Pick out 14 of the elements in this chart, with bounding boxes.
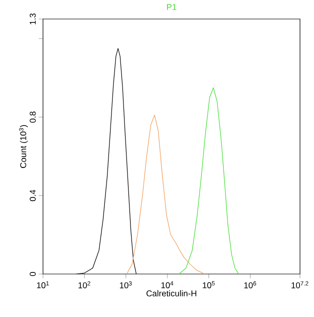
x-tick-label: 10$^{5}$ xyxy=(202,281,215,288)
x-tick-label: 10$^{1}$ xyxy=(37,281,49,288)
x-tick-label: 10$^{7.2}$ xyxy=(292,281,308,288)
x-tick-label: 10$^{4}$ xyxy=(161,281,174,288)
y-tick-label: 1.3 xyxy=(30,13,36,24)
y-tick-label: 0.8 xyxy=(30,112,36,123)
y-tick-label: 0.4 xyxy=(30,190,36,202)
x-tick-label: 10$^{3}$ xyxy=(120,281,132,288)
x-tick-label: 10$^{6}$ xyxy=(244,281,256,288)
x-axis-title: Calreticulin-H xyxy=(146,290,196,296)
y-tick-label: 0 xyxy=(30,272,36,276)
text: P1 xyxy=(167,4,176,10)
y-axis-title: Count (10$^{3}$) xyxy=(19,125,28,168)
x-tick-label: 10$^{2}$ xyxy=(78,281,90,288)
